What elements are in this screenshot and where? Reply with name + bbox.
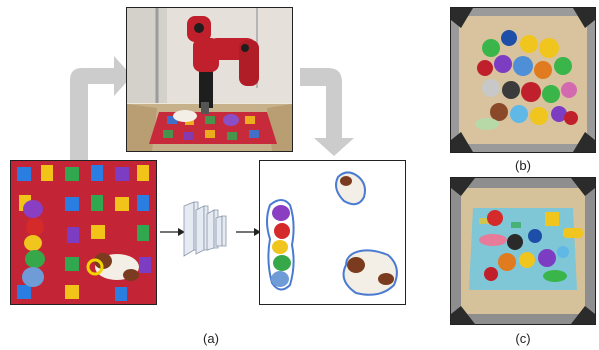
output-image (259, 160, 406, 305)
input-image (10, 160, 157, 305)
arrow-to-output (236, 228, 261, 236)
caption-b: (b) (515, 158, 531, 173)
flow-arrow-left (70, 56, 132, 160)
network-blocks (183, 201, 227, 257)
robot-photo (126, 7, 293, 152)
clutter-photo-c (450, 177, 596, 325)
arrow-to-network (160, 228, 185, 236)
clutter-photo-b (450, 7, 596, 153)
caption-c: (c) (515, 331, 531, 346)
grasp-marker (86, 258, 104, 276)
caption-a: (a) (203, 331, 219, 346)
flow-arrow-right (300, 68, 354, 156)
